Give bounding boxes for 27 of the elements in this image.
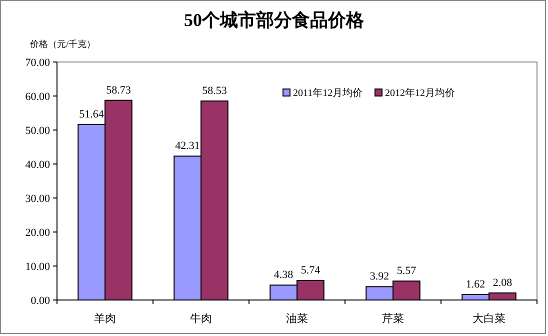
data-label: 5.74 [300,264,321,276]
x-tick-label: 牛肉 [190,312,212,325]
legend-label: 2012年12月均价 [385,87,455,99]
x-tick-label: 大白菜 [472,312,506,325]
y-tick-label: 40.00 [25,159,50,171]
legend-label: 2011年12月均价 [293,87,363,99]
data-label: 58.73 [106,84,132,96]
data-label: 42.31 [175,140,200,152]
data-label: 3.92 [370,270,390,283]
data-label: 51.64 [79,108,104,120]
y-tick-label: 20.00 [25,227,50,239]
data-label: 4.38 [274,269,294,282]
data-label: 58.53 [202,85,228,97]
x-tick-label: 羊肉 [94,313,116,325]
data-label: 2.08 [492,276,513,289]
y-tick-label: 50.00 [25,125,50,137]
x-tick-label: 油菜 [286,312,308,325]
y-tick-label: 0.00 [30,295,50,307]
y-tick-label: 30.00 [25,193,50,205]
chart-title: 50个城市部分食品价格 [184,10,365,30]
y-tick-label: 60.00 [25,91,50,103]
y-axis-title: 价格（元/千克） [29,39,96,49]
y-tick-label: 70.00 [25,57,50,69]
data-label: 5.57 [396,265,417,278]
data-label: 1.62 [466,278,486,290]
x-tick-label: 芹菜 [382,312,404,325]
y-tick-label: 10.00 [25,261,50,273]
